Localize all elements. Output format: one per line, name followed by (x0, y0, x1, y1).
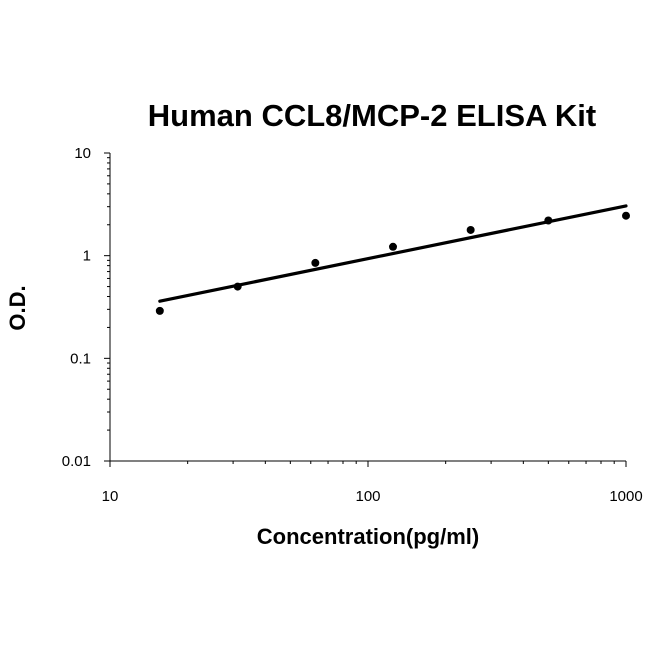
x-tick-label: 1000 (609, 488, 642, 505)
y-tick-label: 1 (83, 248, 91, 265)
data-point (311, 258, 320, 267)
y-axis-title: O.D. (5, 285, 30, 330)
y-tick-label: 10 (74, 145, 91, 162)
fit-curve (158, 204, 628, 303)
data-point (466, 225, 475, 234)
x-axis-title: Concentration(pg/ml) (257, 524, 479, 549)
y-tick-label: 0.1 (70, 350, 91, 367)
chart-title: Human CCL8/MCP-2 ELISA Kit (148, 98, 596, 133)
x-tick-label: 100 (355, 488, 380, 505)
x-tick-label: 10 (102, 488, 119, 505)
data-point (155, 306, 164, 315)
y-tick-label: 0.01 (62, 453, 91, 470)
tick-labels-layer: 10 1 0.1 0.01 10 100 1000 (62, 145, 643, 505)
data-point (389, 242, 398, 251)
data-point (622, 211, 630, 220)
ticks-layer (104, 152, 627, 467)
series-layer (155, 204, 630, 315)
